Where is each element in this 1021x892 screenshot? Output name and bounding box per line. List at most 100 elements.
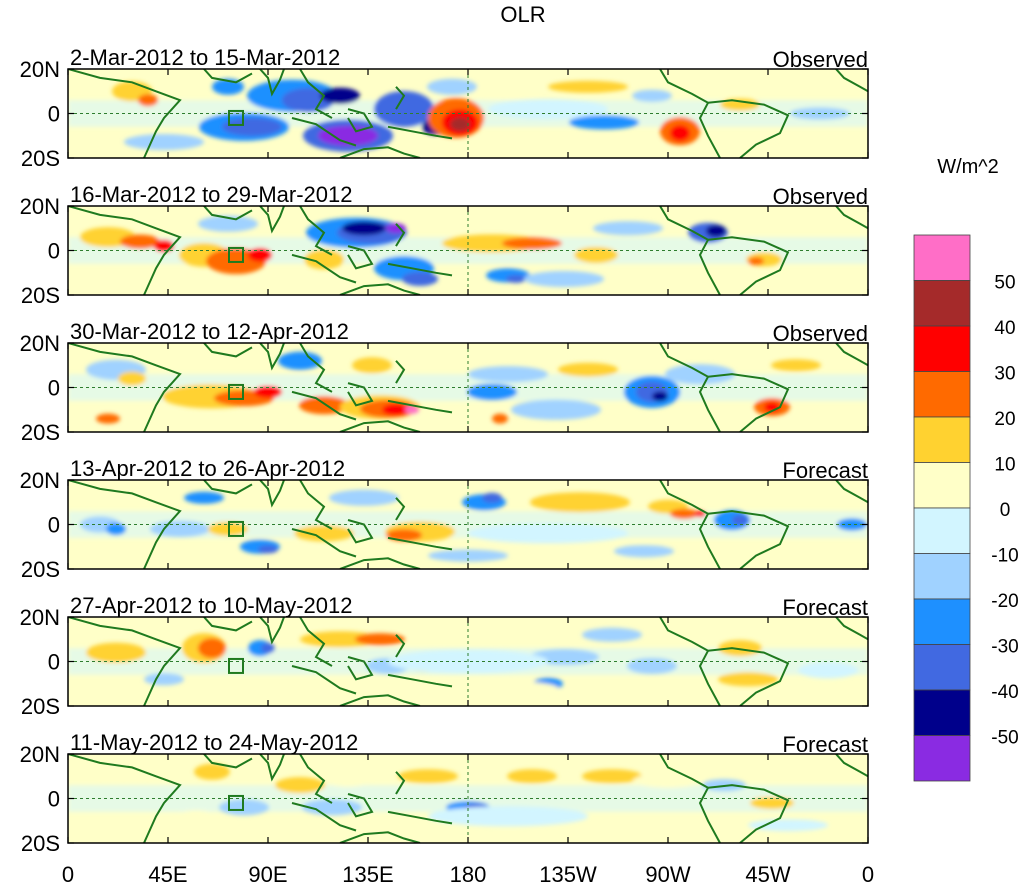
coastline xyxy=(291,390,357,421)
anomaly-contour xyxy=(382,403,410,416)
latitude-label: 20S xyxy=(21,557,60,582)
anomaly-contour xyxy=(300,631,380,648)
anomaly-contour xyxy=(458,681,558,696)
coastline xyxy=(347,793,374,818)
legend-swatch xyxy=(913,553,971,600)
longitude-axis: 0 45E 90E 135E 180 135W 90W 45W 0 xyxy=(62,862,874,887)
coastline xyxy=(339,420,421,432)
latitude-label: 20S xyxy=(21,694,60,719)
latitude-label: 0 xyxy=(48,650,60,675)
coastlines xyxy=(68,617,868,706)
coastline xyxy=(347,108,374,133)
coastline xyxy=(203,480,253,495)
anomaly-contour xyxy=(402,271,438,286)
anomaly-contour xyxy=(318,125,378,146)
coastline xyxy=(291,528,357,558)
region-box xyxy=(228,520,244,537)
coastline xyxy=(291,802,357,832)
region-box xyxy=(228,794,244,811)
anomaly-contour xyxy=(427,78,477,95)
anomaly-contour xyxy=(326,774,370,787)
coastline xyxy=(203,343,253,358)
coastline xyxy=(707,647,790,706)
anomaly-contour xyxy=(198,638,226,659)
anomaly-contour xyxy=(593,221,663,236)
legend-swatch xyxy=(913,325,971,372)
coastline xyxy=(68,206,182,295)
coastline xyxy=(299,617,333,667)
anomaly-contour xyxy=(405,405,419,414)
legend-swatch xyxy=(913,507,971,554)
anomaly-contour xyxy=(254,385,282,398)
coastline xyxy=(698,239,721,295)
legend-tick-label: 30 xyxy=(994,364,1015,385)
anomaly-contour xyxy=(507,769,557,784)
latitude-label: 20S xyxy=(21,831,60,856)
x-tick-label: 90W xyxy=(645,862,690,887)
legend-tick-label: 20 xyxy=(994,409,1015,430)
anomaly-contour xyxy=(352,357,392,374)
coastline xyxy=(387,810,453,825)
region-box xyxy=(228,383,244,400)
legend-swatch xyxy=(913,280,971,327)
anomaly-contour xyxy=(732,515,748,526)
coastline xyxy=(395,86,406,110)
anomaly-contour xyxy=(665,364,735,385)
anomaly-contour xyxy=(374,91,434,128)
legend-swatch xyxy=(913,689,971,736)
x-tick-label: 135E xyxy=(342,862,393,887)
coastlines xyxy=(68,754,868,843)
x-tick-label: 45W xyxy=(745,862,790,887)
latitude-label: 0 xyxy=(48,376,60,401)
anomaly-contour xyxy=(511,399,601,420)
map-panel: 20N 0 20S 30-Mar-2012 to 12-Apr-2012 Observe… xyxy=(20,319,869,445)
anomaly-contour xyxy=(124,133,204,150)
coastline xyxy=(395,360,406,384)
coastline xyxy=(68,480,182,569)
anomaly-contour xyxy=(558,362,618,377)
anomaly-contour xyxy=(258,545,278,554)
x-tick-label: 90E xyxy=(248,862,287,887)
anomaly-contour xyxy=(178,810,214,823)
anomaly-contour xyxy=(86,642,146,663)
anomaly-contour xyxy=(304,249,344,270)
coastline xyxy=(68,343,182,432)
coastlines xyxy=(68,69,868,158)
anomaly-contour xyxy=(524,270,604,287)
anomaly-contour xyxy=(748,819,828,832)
anomaly-contour xyxy=(750,796,794,809)
anomaly-contour xyxy=(798,662,858,679)
coastline xyxy=(707,99,790,158)
anomaly-contour xyxy=(329,489,399,506)
legend-swatch xyxy=(913,644,971,691)
panel-kind: Forecast xyxy=(782,458,868,483)
coastline xyxy=(659,69,709,104)
anomaly-contour xyxy=(138,94,158,107)
legend-tick-label: 0 xyxy=(1000,500,1011,521)
anomaly-contour xyxy=(222,117,282,136)
coastlines xyxy=(68,480,868,569)
map-panel: 20N 0 20S 13-Apr-2012 to 26-Apr-2012 Forecas… xyxy=(20,456,869,582)
anomaly-contour xyxy=(144,673,184,686)
anomaly-contour xyxy=(548,80,628,93)
legend-units: W/m^2 xyxy=(937,156,999,178)
coastline xyxy=(259,617,285,645)
coastline xyxy=(259,69,285,97)
latitude-label: 20N xyxy=(20,605,60,630)
anomaly-contour xyxy=(720,98,760,111)
coastline xyxy=(698,376,721,432)
coastline xyxy=(68,754,182,843)
coastline xyxy=(659,617,709,652)
figure-title: OLR xyxy=(500,2,545,27)
anomaly-contour xyxy=(652,391,668,402)
coastline xyxy=(339,283,421,295)
anomaly-contour xyxy=(837,518,867,531)
coastline xyxy=(68,617,182,706)
anomaly-contour xyxy=(632,89,672,102)
coastline xyxy=(698,102,721,158)
coastline xyxy=(203,754,253,769)
anomaly-contour xyxy=(268,686,348,699)
anomaly-contour xyxy=(355,633,405,646)
coastline xyxy=(659,480,709,515)
